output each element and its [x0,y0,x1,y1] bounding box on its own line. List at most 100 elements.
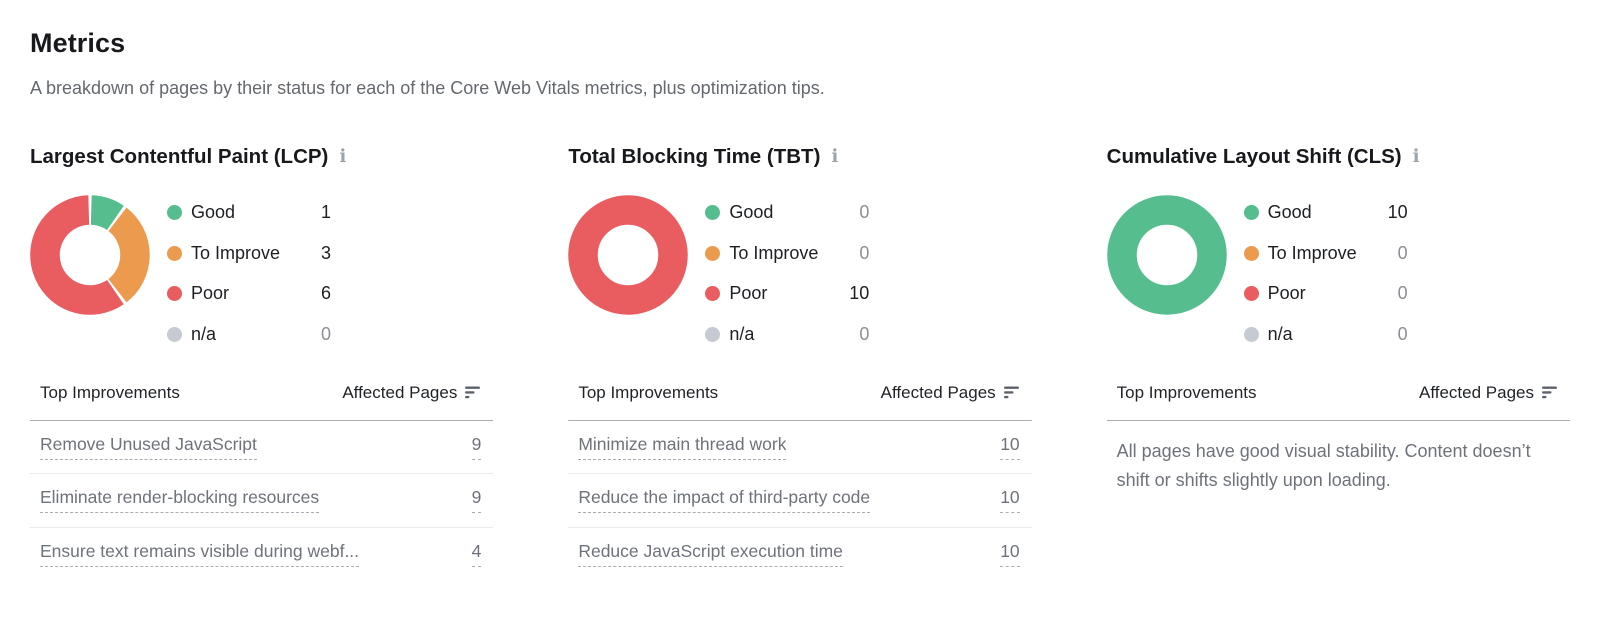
legend-value: 0 [859,242,870,263]
col-header-affected-pages-sort[interactable]: Affected Pages [1419,380,1558,406]
legend-dot-na [167,326,182,342]
legend-label: Good [191,202,236,222]
sort-descending-icon[interactable] [1003,386,1020,399]
col-header-affected-pages-sort[interactable]: Affected Pages [881,380,1020,406]
improvement-link[interactable]: Reduce JavaScript execution time [578,541,843,568]
status-chart-row: Good 1 To Improve 3 Poor 6 n/a 0 [30,195,493,347]
legend-item-to_improve: To Improve 0 [705,241,869,266]
status-legend: Good 10 To Improve 0 Poor 0 n/a 0 [1243,195,1408,347]
metric-section-title: Total Blocking Time (TBT) ℹ [568,144,1031,169]
legend-item-good: Good 0 [705,200,869,225]
metric-section-title: Cumulative Layout Shift (CLS) ℹ [1107,144,1570,169]
improvements-table-body: Remove Unused JavaScript 9 Eliminate rende… [30,421,494,582]
legend-item-poor: Poor 6 [167,281,331,306]
affected-pages-count-link[interactable]: 10 [1000,541,1020,568]
page-title: Metrics [30,28,126,58]
legend-dot-to_improve [705,245,721,261]
metric-section-cls: Cumulative Layout Shift (CLS) ℹ Good 10 To… [1106,144,1570,581]
page-subtitle: A breakdown of pages by their status for… [30,78,825,98]
legend-label: Good [729,202,774,222]
legend-value: 0 [1397,283,1408,303]
legend-dot-good [705,205,721,220]
improvement-link[interactable]: Minimize main thread work [578,434,787,460]
improvements-table-header: Top Improvements Affected Pages [1106,380,1570,421]
legend-label: n/a [1267,323,1293,344]
legend-value: 1 [320,202,331,222]
legend-item-to_improve: To Improve 3 [167,241,331,266]
legend-value: 0 [1397,323,1408,344]
legend-dot-poor [167,286,182,301]
affected-pages-count-link[interactable]: 10 [1000,434,1020,460]
legend-value: 10 [849,283,870,303]
legend-dot-na [705,326,721,342]
improvement-row: Eliminate render-blocking resources 9 [30,474,494,528]
legend-value: 0 [859,202,870,222]
legend-dot-to_improve [1243,245,1259,261]
legend-item-good: Good 10 [1243,200,1408,225]
legend-value: 0 [1397,242,1408,263]
legend-dot-na [1243,326,1259,342]
improvements-table: Top Improvements Affected Pages Minimize… [568,380,1032,582]
status-chart-row: Good 10 To Improve 0 Poor 0 n/a 0 [1106,195,1570,347]
status-legend: Good 1 To Improve 3 Poor 6 n/a 0 [167,195,331,347]
legend-item-to_improve: To Improve 0 [1243,241,1408,266]
metric-sections-grid: Largest Contentful Paint (LCP) ℹ Good 1 To… [30,144,1570,581]
status-legend: Good 0 To Improve 0 Poor 10 n/a 0 [705,195,869,347]
legend-item-good: Good 1 [167,200,331,225]
legend-label: n/a [729,323,755,344]
legend-value: 6 [320,283,331,303]
legend-dot-good [167,205,182,220]
status-donut-chart [30,195,150,315]
legend-label: Poor [1267,283,1306,303]
improvements-table: Top Improvements Affected Pages Remove U… [30,380,494,582]
legend-label: To Improve [1267,242,1357,263]
info-icon[interactable]: ℹ [831,145,839,167]
col-header-top-improvements: Top Improvements [40,382,180,402]
improvement-link[interactable]: Eliminate render-blocking resources [40,487,320,514]
metric-title-text: Total Blocking Time (TBT) [568,145,821,168]
legend-label: n/a [191,323,217,344]
improvement-link[interactable]: Remove Unused JavaScript [40,434,257,460]
status-donut-chart [568,195,689,315]
improvements-table-header: Top Improvements Affected Pages [30,380,494,421]
legend-dot-good [1243,205,1259,220]
improvement-link[interactable]: Reduce the impact of third-party code [578,487,871,514]
col-header-affected-pages-sort[interactable]: Affected Pages [342,380,481,406]
legend-item-poor: Poor 0 [1243,281,1408,306]
legend-value: 0 [320,323,331,344]
improvement-row: Minimize main thread work 10 [568,421,1032,474]
improvement-link[interactable]: Ensure text remains visible during webf.… [40,541,360,568]
metric-section-lcp: Largest Contentful Paint (LCP) ℹ Good 1 To… [30,144,494,582]
improvement-row: Reduce the impact of third-party code 10 [568,474,1032,528]
legend-label: To Improve [191,242,281,263]
legend-label: Poor [729,283,768,303]
sort-descending-icon[interactable] [1542,386,1558,399]
affected-pages-count-link[interactable]: 10 [1000,487,1020,514]
legend-label: Good [1267,202,1312,222]
legend-dot-poor [1243,286,1259,301]
improvement-row: Ensure text remains visible during webf.… [30,528,493,582]
metric-section-tbt: Total Blocking Time (TBT) ℹ Good 0 To Impr… [568,144,1032,582]
status-donut-chart [1106,195,1227,315]
metric-section-title: Largest Contentful Paint (LCP) ℹ [30,144,493,169]
affected-pages-count-link[interactable]: 4 [471,541,482,568]
legend-item-poor: Poor 10 [705,281,869,306]
legend-item-na: n/a 0 [1243,322,1408,347]
col-header-affected-pages-label: Affected Pages [880,382,996,402]
improvement-row: Reduce JavaScript execution time 10 [568,528,1031,582]
affected-pages-count-link[interactable]: 9 [471,487,482,514]
legend-value: 10 [1387,202,1408,222]
legend-dot-poor [705,286,721,301]
metric-title-text: Cumulative Layout Shift (CLS) [1106,145,1402,168]
col-header-top-improvements: Top Improvements [1116,382,1257,402]
legend-value: 3 [320,242,331,263]
sort-descending-icon[interactable] [465,386,481,399]
info-icon[interactable]: ℹ [1412,145,1420,167]
improvement-row: Remove Unused JavaScript 9 [30,421,494,474]
legend-value: 0 [859,323,870,344]
info-icon[interactable]: ℹ [339,145,347,167]
metric-title-text: Largest Contentful Paint (LCP) [30,145,329,168]
affected-pages-count-link[interactable]: 9 [471,434,482,460]
legend-dot-to_improve [167,245,182,261]
improvements-table-body: All pages have good visual stability. Co… [1107,437,1570,495]
